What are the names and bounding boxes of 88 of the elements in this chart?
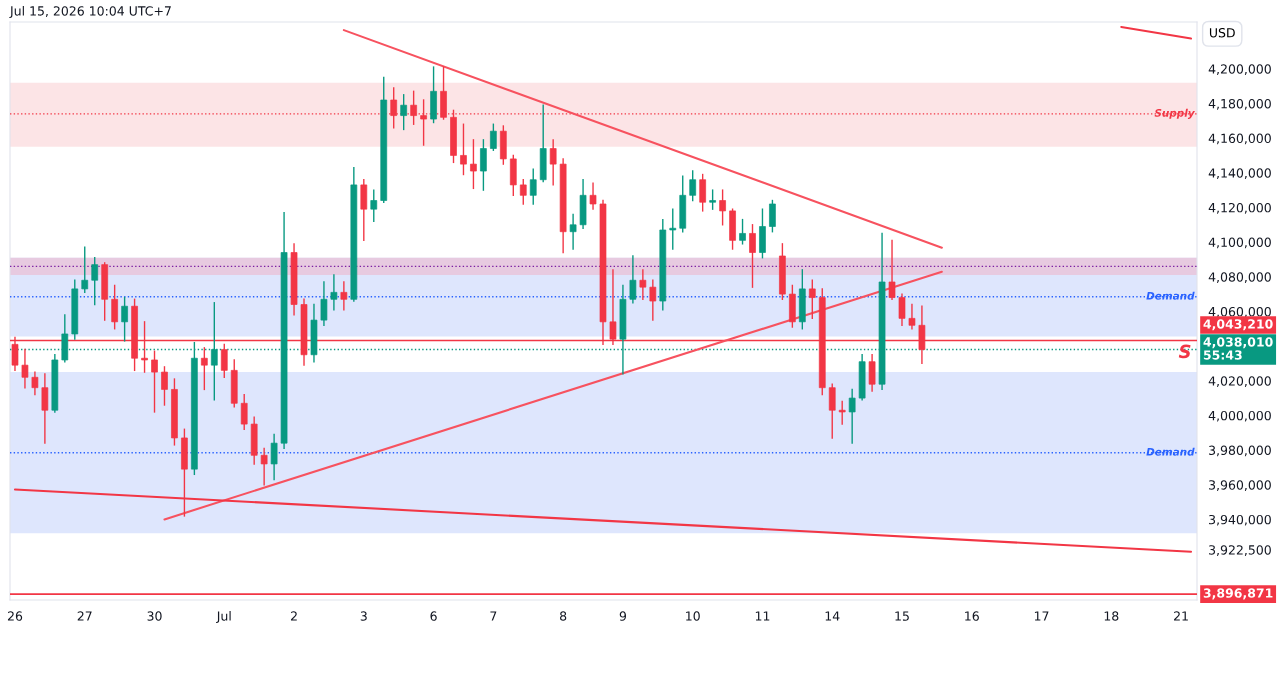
ref-line-label: 4,038,010 55:43 [1203,337,1273,360]
y-tick-label: 4,000,000 [1208,410,1271,422]
annotation: S [1178,344,1191,359]
x-tick-label: 16 [965,611,979,621]
candlestick [81,246,89,294]
x-tick-label: 17 [1034,611,1049,621]
y-tick-label: 4,140,000 [1208,168,1271,179]
candlestick [908,303,916,330]
x-tick-label: 8 [560,611,567,621]
y-tick-label: 4,160,000 [1208,133,1271,145]
y-tick-label: 4,200,000 [1208,64,1271,75]
candlestick [260,447,268,486]
candlestick [31,371,39,396]
x-tick-label: Jul [216,611,231,624]
candlestick [639,269,647,300]
x-tick-label: 27 [77,611,92,621]
candlestick [320,281,328,326]
candlestick [240,393,248,430]
candlestick [330,274,338,311]
candlestick [121,296,128,342]
x-tick-label: 7 [490,611,497,621]
candlestick [589,182,597,210]
candlestick [838,400,846,425]
y-tick-label: 3,980,000 [1209,445,1271,457]
candlestick [151,350,158,413]
y-tick-label: 4,180,000 [1208,98,1271,110]
candlestick [220,343,228,378]
candlestick [649,279,657,321]
x-tick-label: 15 [895,611,909,621]
x-tick-label: 30 [147,611,162,621]
ref-line-label: Supply [1154,108,1195,119]
x-tick-label: 18 [1104,611,1119,621]
y-tick-label: 4,060,000 [1208,306,1271,318]
candlestick [340,281,348,311]
candlestick [719,189,726,226]
x-tick-label: 9 [619,611,627,621]
candlestick [848,388,856,444]
candlestick [370,189,378,223]
candlestick [480,139,487,191]
candlestick [868,354,876,392]
candlestick [739,218,746,245]
candlestick [689,170,697,202]
ref-line-label: 3,896,871 [1203,588,1273,600]
ref-line-label: Demand [1146,291,1195,300]
x-tick-label: 3 [360,611,367,621]
candlestick [749,224,756,288]
ref-line-label: Demand [1146,447,1195,456]
candlestick [400,94,408,131]
x-tick-label: 2 [290,611,297,621]
candlestick [111,284,118,330]
candlestick [460,123,467,176]
x-tick-label: 11 [755,611,770,621]
candlestick [91,257,99,306]
x-tick-label: 10 [686,611,700,621]
y-tick-label: 3,960,000 [1209,480,1271,491]
candlestick [709,189,716,210]
y-tick-label: 4,020,000 [1208,376,1271,387]
y-tick-label: 3,940,000 [1209,514,1271,526]
y-tick-label: 4,100,000 [1208,237,1271,249]
candlestick [549,139,557,186]
candlestick [21,348,29,389]
y-tick-label: 4,080,000 [1208,272,1271,283]
candlestick [161,366,168,406]
candlestick [201,347,208,391]
candlestick [828,383,836,439]
x-tick-label: 26 [7,611,23,621]
candlestick [519,179,527,205]
candlestick [569,213,577,250]
y-tick-label: 4,120,000 [1208,202,1271,214]
y-tick-label: 3,922,500 [1209,545,1271,556]
y-axis-title: USD [1209,28,1235,38]
candlestick [41,373,49,444]
candlestick [529,168,537,205]
chart-title: Jul 15, 2026 10:04 UTC+7 [9,5,171,18]
x-tick-label: 21 [1174,611,1188,621]
candlestick [769,199,776,233]
candlestick [888,239,896,300]
x-tick-label: 14 [825,611,840,621]
candlestick [699,173,707,212]
candlestick [669,208,677,250]
candlestick [490,123,497,151]
ref-line-label: 4,043,210 [1203,319,1273,331]
candlestick [808,279,816,320]
x-tick-label: 6 [430,611,437,621]
candlestick [629,255,637,304]
candlestick [898,293,906,326]
candlestick [270,433,278,481]
candlestick [470,139,477,190]
